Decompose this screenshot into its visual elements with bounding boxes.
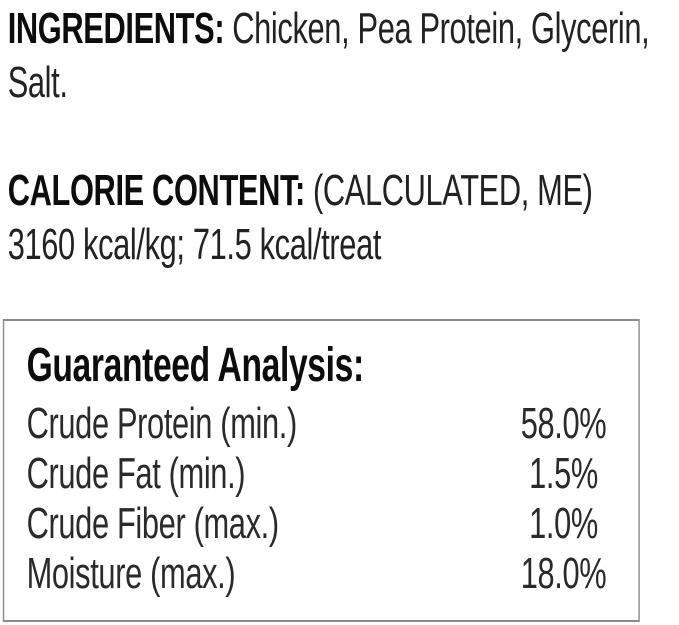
ingredients-list-part2: Salt.	[7, 58, 68, 107]
analysis-row-label: Crude Protein (min.)	[26, 399, 298, 448]
calorie-content-heading: CALORIE CONTENT:	[7, 166, 306, 215]
table-row: Moisture (max.) 18.0%	[27, 549, 630, 599]
calorie-values: 3160 kcal/kg; 71.5 kcal/treat	[7, 220, 382, 269]
table-row: Crude Protein (min.) 58.0%	[27, 399, 630, 449]
analysis-row-value: 1.0%	[529, 499, 598, 548]
table-row: Crude Fiber (max.) 1.0%	[27, 499, 630, 549]
calorie-content-section: CALORIE CONTENT: (CALCULATED, ME) 3160 kc…	[8, 164, 679, 272]
guaranteed-analysis-box: Guaranteed Analysis: Crude Protein (min.…	[2, 319, 640, 622]
analysis-row-value: 1.5%	[529, 449, 598, 498]
analysis-row-label: Crude Fiber (max.)	[26, 499, 279, 548]
guaranteed-analysis-table: Crude Protein (min.) 58.0% Crude Fat (mi…	[27, 399, 630, 599]
table-row: Crude Fat (min.) 1.5%	[27, 449, 630, 499]
ingredients-list-part1: Chicken, Pea Protein, Glycerin,	[232, 4, 650, 53]
analysis-row-label: Crude Fat (min.)	[26, 449, 246, 498]
analysis-row-label: Moisture (max.)	[26, 549, 236, 598]
calorie-line-1: CALORIE CONTENT: (CALCULATED, ME)	[8, 164, 679, 218]
analysis-row-value: 58.0%	[520, 399, 607, 448]
ingredients-line-1: INGREDIENTS: Chicken, Pea Protein, Glycer…	[8, 2, 679, 56]
calorie-method: (CALCULATED, ME)	[312, 166, 593, 215]
ingredients-section: INGREDIENTS: Chicken, Pea Protein, Glycer…	[8, 0, 679, 110]
ingredients-heading: INGREDIENTS:	[7, 4, 225, 53]
guaranteed-analysis-title: Guaranteed Analysis:	[26, 339, 365, 392]
analysis-row-value: 18.0%	[520, 549, 607, 598]
